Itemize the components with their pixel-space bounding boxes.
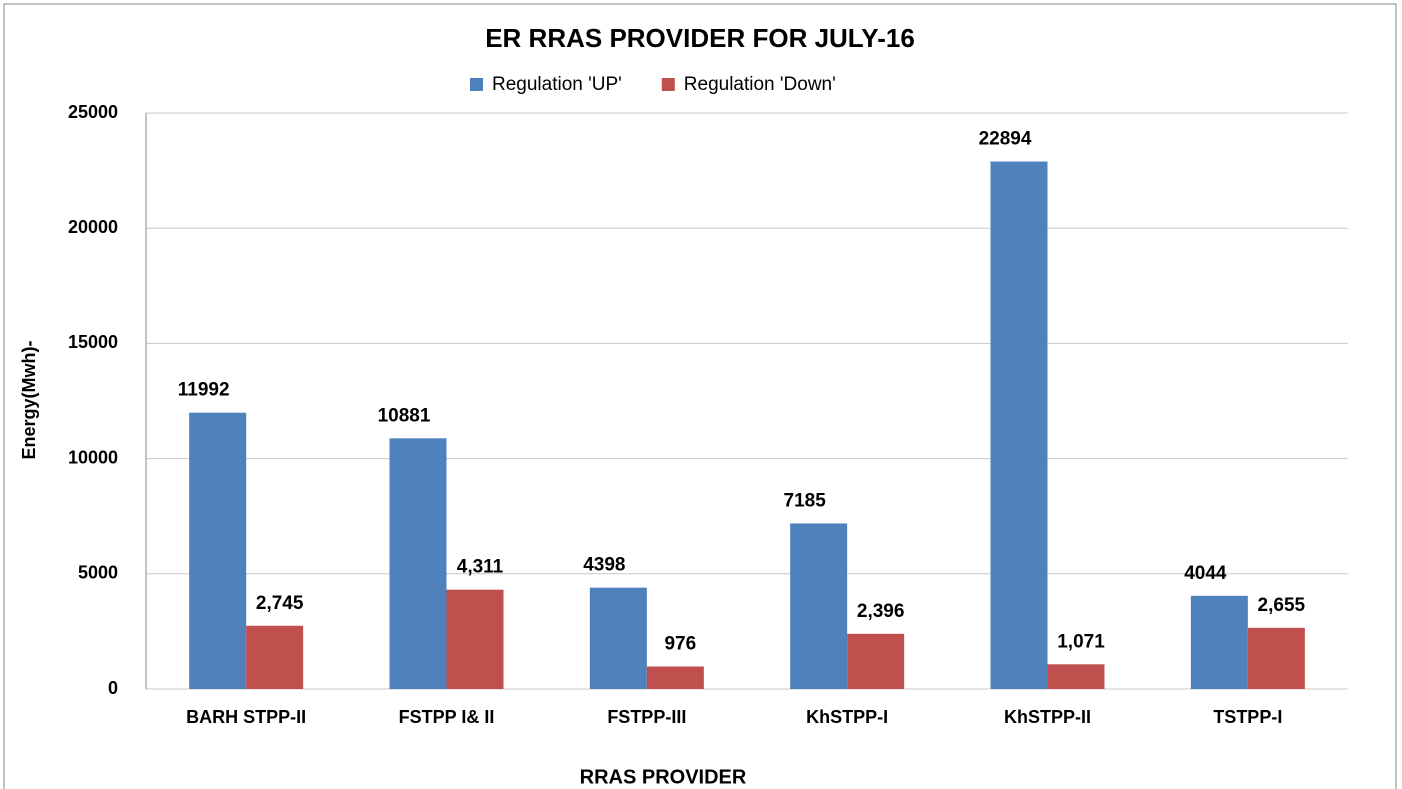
legend-swatch (470, 78, 483, 91)
x-tick-label: FSTPP-III (607, 707, 686, 727)
legend-swatch (661, 78, 675, 91)
bar (646, 666, 704, 689)
bar (446, 589, 504, 689)
bar (1047, 664, 1105, 689)
y-tick-label: 0 (108, 678, 118, 698)
legend-label: Regulation 'UP' (492, 74, 622, 95)
y-axis-title: Energy(Mwh)- (19, 340, 39, 459)
data-label: 2,745 (256, 593, 304, 614)
bar (1247, 627, 1305, 689)
x-tick-label: FSTPP I& II (399, 707, 495, 727)
data-label: 4398 (583, 555, 625, 576)
y-tick-label: 20000 (68, 217, 118, 237)
data-label: 1,071 (1057, 631, 1105, 652)
y-tick-label: 5000 (78, 563, 118, 583)
y-tick-label: 10000 (68, 447, 118, 467)
legend-label: Regulation 'Down' (684, 74, 836, 95)
bar (389, 438, 447, 689)
x-tick-label: KhSTPP-I (806, 707, 888, 727)
data-label: 2,655 (1258, 595, 1306, 616)
data-label: 10881 (378, 405, 431, 426)
y-tick-label: 25000 (68, 102, 118, 122)
chart-title: ER RRAS PROVIDER FOR JULY-16 (485, 23, 915, 53)
data-label: 4044 (1184, 563, 1227, 584)
data-label: 11992 (178, 380, 230, 401)
bar (589, 587, 647, 689)
bar (1190, 595, 1248, 689)
data-label: 7185 (784, 490, 827, 511)
x-tick-label: KhSTPP-II (1004, 707, 1091, 727)
data-label: 4,311 (457, 557, 504, 578)
bar (990, 161, 1048, 690)
x-tick-label: TSTPP-I (1213, 707, 1282, 727)
y-tick-label: 15000 (68, 332, 118, 352)
x-tick-label: BARH STPP-II (186, 707, 306, 727)
data-label: 2,396 (857, 601, 905, 622)
bar (847, 633, 905, 689)
data-label: 976 (664, 634, 696, 655)
x-axis-title: RRAS PROVIDER (580, 766, 747, 788)
bar (189, 412, 247, 689)
data-label: 22894 (979, 129, 1032, 150)
bar (246, 625, 304, 689)
bar (790, 523, 848, 689)
